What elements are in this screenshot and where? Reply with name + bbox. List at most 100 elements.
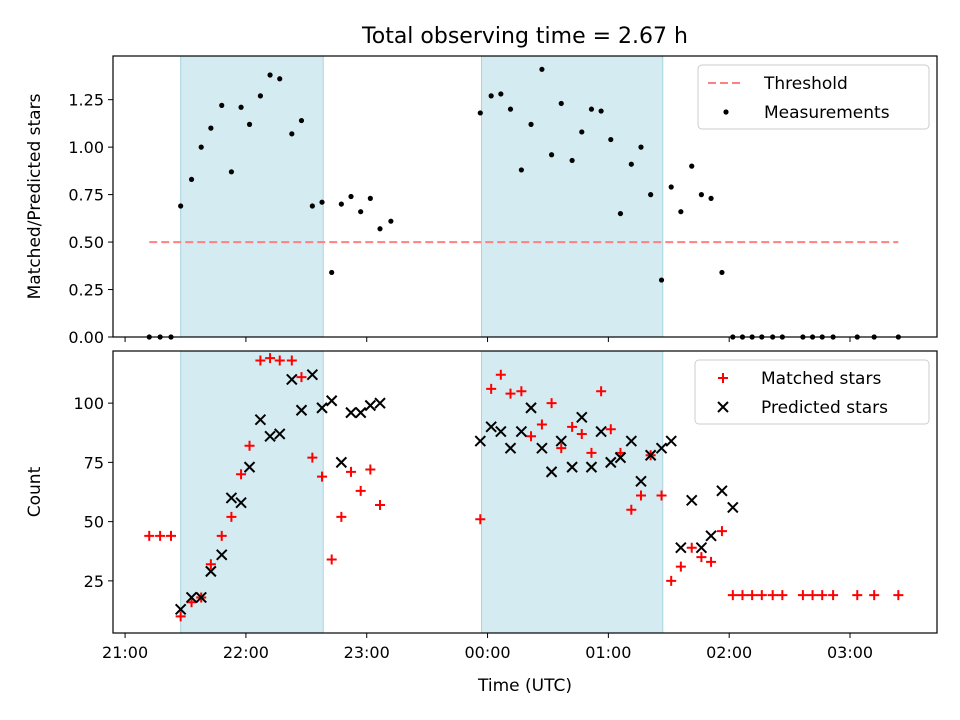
y-axis-bottom: 25 50 75 100	[73, 394, 113, 591]
predicted-star-point	[274, 428, 286, 440]
matched-star-point	[546, 398, 557, 409]
measurement-point	[548, 152, 555, 158]
measurement-point	[678, 209, 684, 215]
measurement-point	[277, 76, 283, 82]
measurement-point	[507, 106, 514, 112]
matched-star-point	[486, 383, 497, 394]
measurement-point	[338, 201, 344, 207]
predicted-star-point	[195, 591, 207, 604]
measurement-point	[628, 161, 634, 167]
matched-star-point	[317, 471, 328, 482]
predicted-star-point	[174, 603, 187, 616]
count-series	[144, 353, 904, 622]
measurement-point	[228, 169, 235, 175]
matched-star-point	[516, 386, 527, 397]
measurement-point	[689, 163, 695, 169]
measurement-point	[367, 195, 373, 201]
y-tick-label: 50	[84, 513, 104, 532]
matched-star-point	[505, 388, 516, 399]
matched-star-point	[296, 372, 307, 383]
measurement-point	[539, 66, 545, 72]
matched-star-point	[767, 590, 778, 601]
predicted-star-point	[695, 541, 708, 554]
matched-star-point	[586, 447, 597, 458]
matched-star-point	[326, 554, 337, 565]
predicted-star-point	[205, 565, 217, 578]
measurement-point	[238, 104, 244, 110]
measurement-point	[698, 192, 704, 198]
measurement-point	[178, 203, 184, 209]
matched-star-point	[706, 556, 717, 567]
y-tick-label: 0.50	[68, 233, 104, 252]
predicted-star-point	[635, 475, 647, 488]
matched-star-point	[286, 355, 297, 366]
measurement-point	[388, 218, 394, 224]
measurement-point	[219, 102, 225, 108]
predicted-star-point	[705, 530, 717, 542]
predicted-star-point	[325, 395, 338, 407]
measurement-point	[477, 110, 483, 116]
matched-star-point	[244, 440, 255, 451]
matched-star-point	[747, 590, 758, 601]
measurement-point	[298, 117, 305, 124]
predicted-star-point	[614, 451, 627, 464]
x-tick-label: 23:00	[344, 643, 390, 662]
predicted-star-point	[536, 442, 548, 454]
legend-matched-marker	[718, 373, 728, 383]
predicted-star-point	[474, 435, 487, 447]
predicted-star-point	[686, 494, 698, 507]
observing-window	[180, 56, 324, 337]
predicted-star-point	[225, 492, 238, 504]
measurement-point	[319, 199, 325, 205]
observing-windows-top	[180, 56, 664, 337]
measurement-point	[358, 209, 364, 215]
predicted-star-point	[374, 397, 386, 409]
measurement-point	[329, 269, 335, 276]
x-tick-label: 02:00	[706, 643, 752, 662]
matched-star-point	[852, 590, 863, 601]
legend-label: Measurements	[764, 103, 890, 123]
top-panel: 0.00 0.25 0.50 0.75 1.00 1.25 Matched/Predict…	[25, 55, 938, 347]
predicted-star-point	[716, 485, 728, 497]
predicted-star-point	[364, 399, 377, 412]
predicted-star-point	[485, 421, 497, 433]
predicted-star-point	[585, 461, 598, 473]
y-tick-label: 1.25	[68, 91, 104, 110]
measurement-point	[648, 192, 654, 198]
y-tick-label: 1.00	[68, 138, 104, 157]
legend-label: Threshold	[763, 74, 848, 94]
matched-star-point	[716, 526, 727, 537]
predicted-star-point	[286, 373, 298, 386]
figure-title: Total observing time = 2.67 h	[361, 24, 688, 49]
matched-star-point	[144, 530, 155, 541]
predicted-star-point	[504, 442, 517, 454]
matched-star-point	[727, 590, 738, 601]
x-tick-label: 00:00	[464, 643, 510, 662]
matched-star-point	[375, 500, 386, 511]
matched-star-point	[817, 590, 828, 601]
measurement-point	[719, 269, 725, 276]
matched-star-point	[556, 443, 567, 454]
x-axis-bottom: 21:00 22:00 23:00 00:00 01:00 02:00 03:00	[102, 633, 873, 662]
y-tick-label: 100	[73, 394, 104, 413]
matched-star-point	[777, 590, 788, 601]
legend-box	[697, 64, 930, 130]
bottom-panel: 21:00 22:00 23:00 00:00 01:00 02:00 03:00 25 50…	[25, 350, 938, 662]
predicted-star-point	[316, 402, 328, 414]
matched-star-point	[869, 590, 880, 601]
measurement-point	[188, 176, 195, 183]
measurement-point	[198, 144, 204, 150]
matched-star-point	[175, 611, 186, 622]
y-tick-label: 0.00	[68, 328, 104, 347]
matched-star-point	[216, 530, 227, 541]
measurement-point	[309, 203, 315, 209]
series-matched-stars	[144, 353, 904, 622]
matched-star-point	[236, 469, 247, 480]
matched-star-point	[155, 530, 166, 541]
x-tick-label: 21:00	[102, 643, 148, 662]
measurement-point	[569, 157, 575, 164]
matched-star-point	[605, 424, 616, 435]
predicted-star-point	[655, 442, 668, 454]
measurement-point	[498, 91, 504, 97]
